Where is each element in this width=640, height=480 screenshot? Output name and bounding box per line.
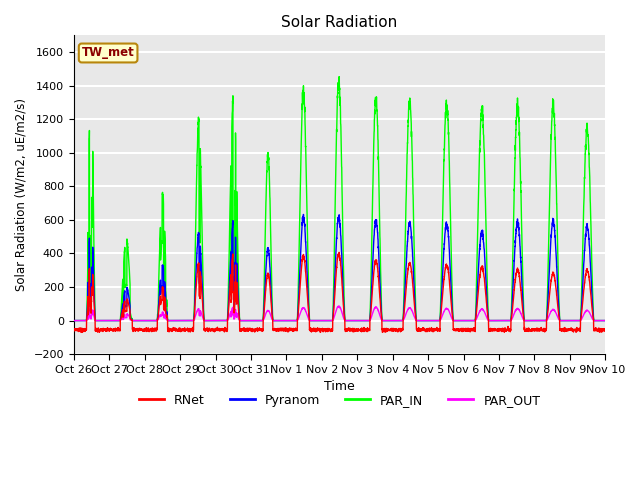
PAR_OUT	[489, 318, 497, 324]
Pyranom	[602, 318, 609, 324]
RNet	[429, 327, 437, 333]
RNet	[459, 327, 467, 333]
PAR_IN	[319, 318, 327, 324]
PAR_IN	[601, 318, 609, 324]
PAR_IN	[166, 318, 173, 324]
RNet	[166, 327, 173, 333]
RNet	[320, 327, 328, 333]
Pyranom	[320, 318, 328, 324]
PAR_IN	[70, 318, 77, 324]
Line: RNet: RNet	[74, 252, 605, 333]
PAR_IN	[459, 318, 467, 324]
PAR_OUT	[429, 318, 437, 324]
RNet	[601, 327, 609, 333]
PAR_IN	[489, 318, 497, 324]
PAR_OUT	[319, 318, 327, 324]
Legend: RNet, Pyranom, PAR_IN, PAR_OUT: RNet, Pyranom, PAR_IN, PAR_OUT	[134, 389, 545, 412]
RNet	[77, 330, 85, 336]
Line: Pyranom: Pyranom	[74, 215, 605, 321]
RNet	[489, 328, 497, 334]
PAR_OUT	[335, 303, 343, 309]
Text: TW_met: TW_met	[82, 47, 134, 60]
RNet	[70, 326, 77, 332]
RNet	[602, 327, 609, 333]
PAR_OUT	[166, 318, 173, 324]
PAR_OUT	[601, 318, 609, 324]
Pyranom	[459, 318, 467, 324]
PAR_OUT	[602, 318, 609, 324]
Title: Solar Radiation: Solar Radiation	[282, 15, 397, 30]
Line: PAR_OUT: PAR_OUT	[74, 306, 605, 321]
X-axis label: Time: Time	[324, 380, 355, 393]
Pyranom	[300, 212, 307, 217]
Pyranom	[166, 318, 173, 324]
Pyranom	[429, 318, 437, 324]
PAR_IN	[602, 318, 609, 324]
Pyranom	[489, 318, 497, 324]
PAR_IN	[335, 74, 343, 80]
RNet	[335, 250, 343, 255]
Pyranom	[70, 318, 77, 324]
PAR_OUT	[70, 318, 77, 324]
PAR_OUT	[459, 318, 467, 324]
Y-axis label: Solar Radiation (W/m2, uE/m2/s): Solar Radiation (W/m2, uE/m2/s)	[15, 98, 28, 291]
PAR_IN	[429, 318, 437, 324]
Line: PAR_IN: PAR_IN	[74, 77, 605, 321]
Pyranom	[601, 318, 609, 324]
